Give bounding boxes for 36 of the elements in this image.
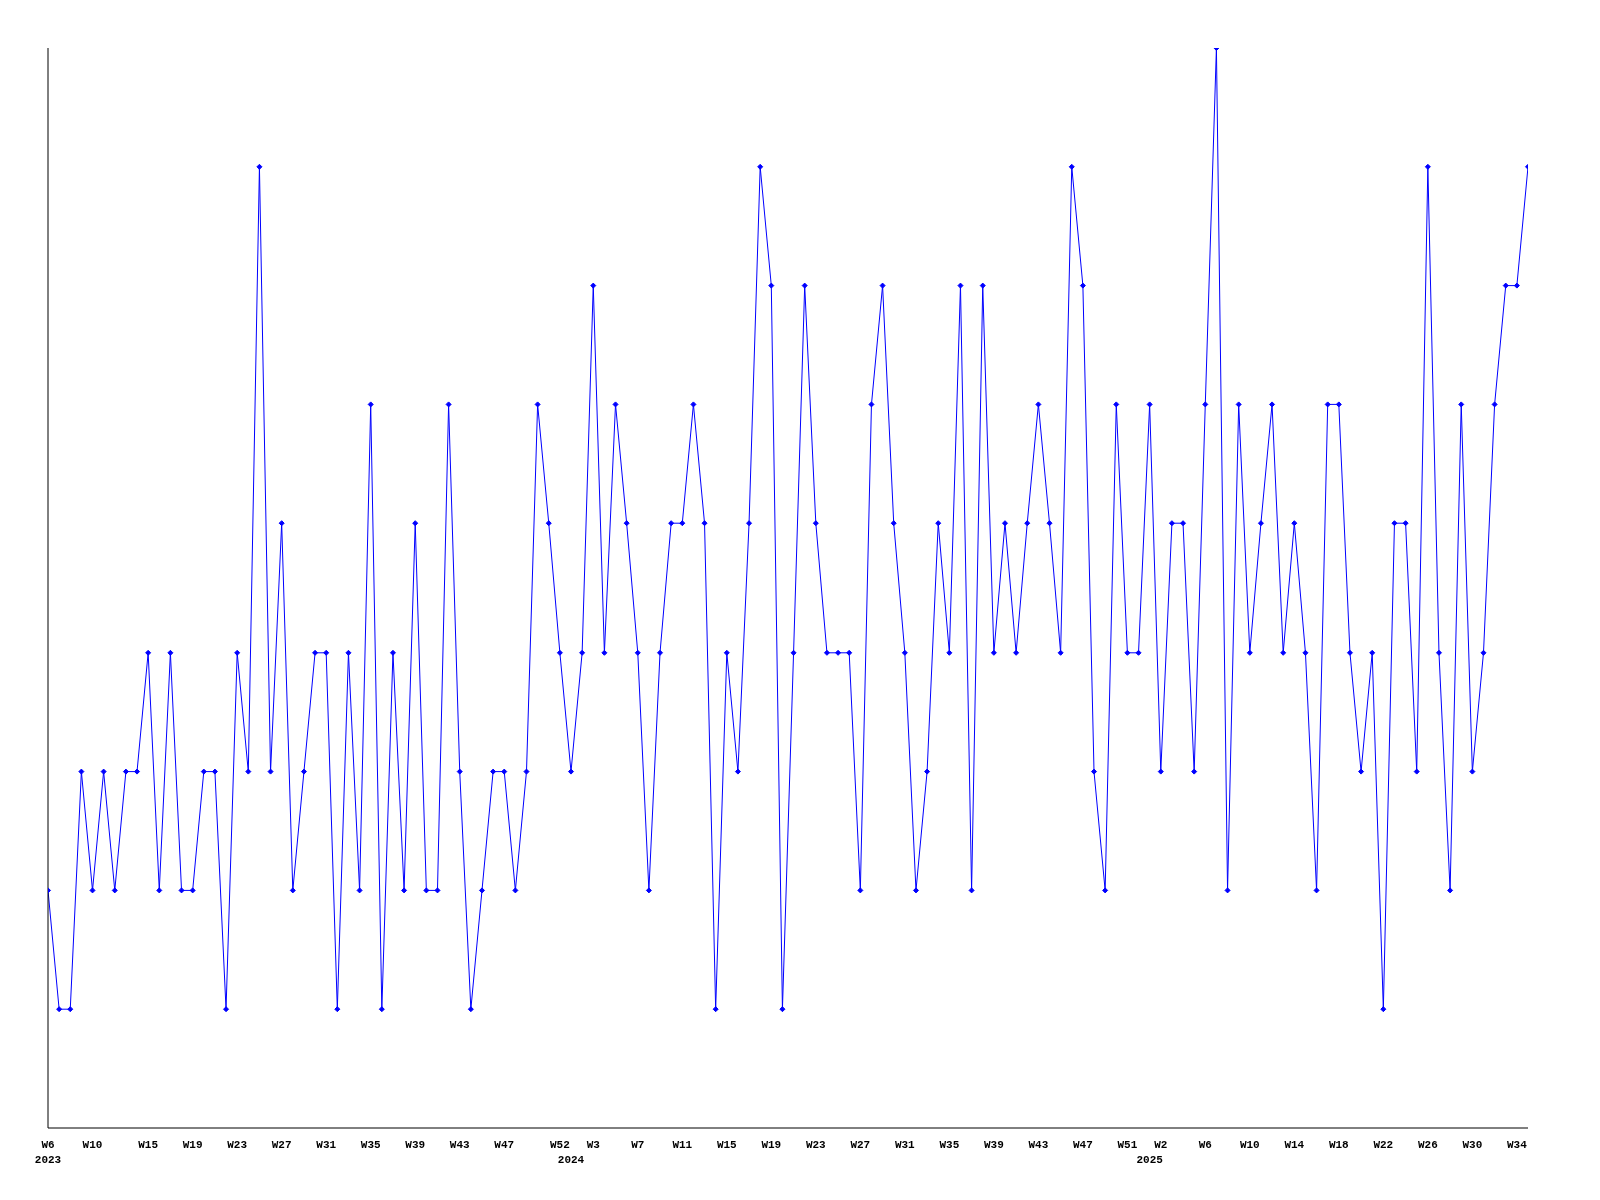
x-tick-label: W15 — [716, 1139, 738, 1151]
x-tick-label: W47 — [1072, 1139, 1093, 1151]
x-tick-label: W31 — [316, 1139, 337, 1151]
x-tick-label: W26 — [1417, 1139, 1438, 1151]
x-tick-label: W39 — [405, 1139, 426, 1151]
x-tick-label: W51 — [1117, 1139, 1138, 1151]
x-tick-label: W27 — [271, 1139, 292, 1151]
x-tick-label: W39 — [983, 1139, 1004, 1151]
x-tick-label: W35 — [939, 1139, 960, 1151]
x-tick-label: W7 — [631, 1139, 645, 1151]
x-tick-label: W43 — [1028, 1139, 1049, 1151]
x-tick-label: W11 — [672, 1139, 693, 1151]
x-tick-label: W27 — [850, 1139, 871, 1151]
x-tick-label: W15 — [138, 1139, 159, 1151]
x-tick-label: W22 — [1373, 1139, 1394, 1151]
x-tick-label: W10 — [1239, 1139, 1260, 1151]
x-tick-label: 2024 — [557, 1154, 585, 1166]
x-tick-label: W47 — [494, 1139, 515, 1151]
x-tick-label: W18 — [1328, 1139, 1350, 1151]
x-tick-label: W19 — [761, 1139, 782, 1151]
x-tick-label: W6 2023 — [34, 1139, 62, 1166]
x-tick-label: W35 — [360, 1139, 381, 1151]
x-tick-label: W6 — [1198, 1139, 1212, 1151]
x-tick-label: W23 — [805, 1139, 827, 1151]
x-tick-label: W2 — [1154, 1139, 1168, 1151]
x-tick-label: W52 — [549, 1139, 570, 1151]
x-tick-label: 2025 — [1136, 1154, 1164, 1166]
x-tick-label: W43 — [449, 1139, 471, 1151]
x-tick-label: W3 — [586, 1139, 601, 1151]
x-tick-label: W19 — [182, 1139, 203, 1151]
x-tick-label: W30 — [1462, 1139, 1483, 1151]
x-tick-label: W23 — [227, 1139, 248, 1151]
x-tick-label: W10 — [82, 1139, 103, 1151]
x-tick-label: W14 — [1284, 1139, 1305, 1151]
x-tick-label: W34 — [1506, 1139, 1528, 1151]
x-tick-label: W31 — [894, 1139, 916, 1151]
